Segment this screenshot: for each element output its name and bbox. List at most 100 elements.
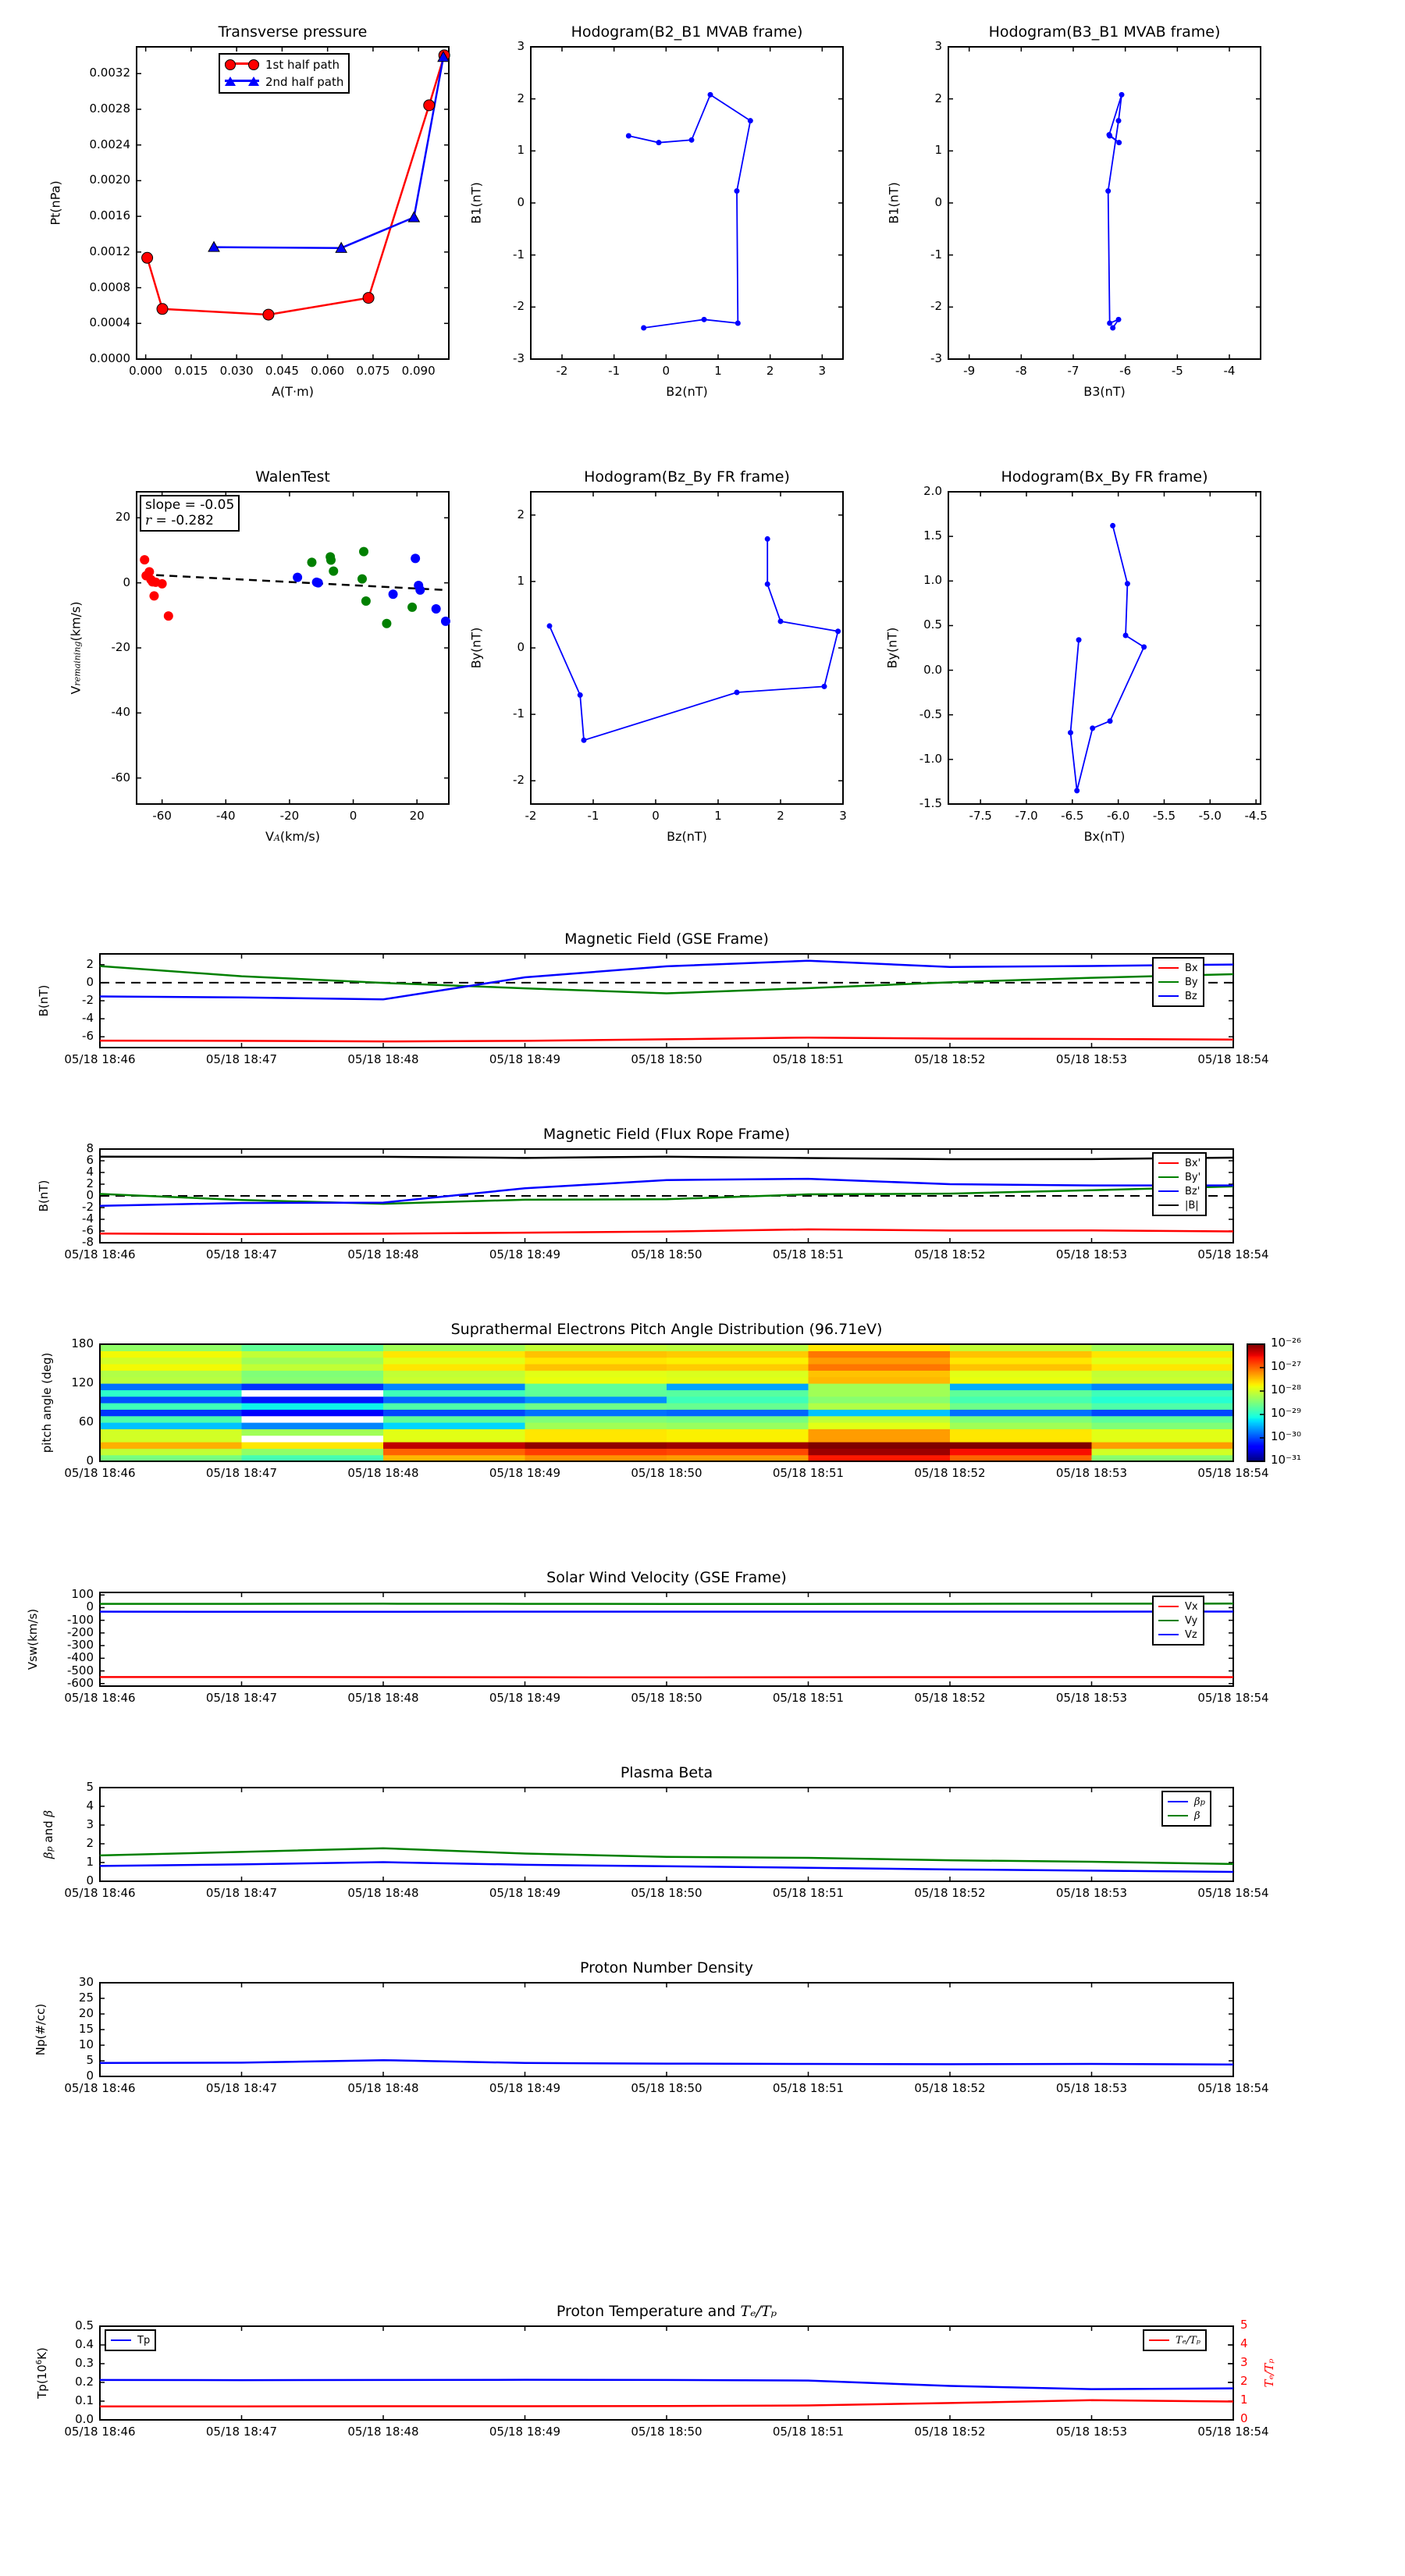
y-tick-label: 0: [86, 1873, 94, 1888]
y-tick-label: -1.0: [919, 751, 942, 766]
y-tick-label: 0: [86, 1453, 94, 1468]
x-tick-label: 05/18 18:49: [489, 1886, 561, 1900]
walen-test-ylabel: Vremaining(km/s): [68, 601, 84, 695]
y-tick-label: 8: [86, 1141, 94, 1155]
magnetic-field-gse-legend[interactable]: Bx By Bz: [1152, 957, 1204, 1007]
x-tick-label: 05/18 18:47: [205, 1886, 278, 1900]
legend-item: Vy: [1158, 1614, 1198, 1628]
y-tick-label: 0.5: [75, 2318, 94, 2332]
legend-item: Bz: [1158, 989, 1198, 1003]
hodogram-b3b1-title: Hodogram(B3_B1 MVAB frame): [988, 23, 1221, 41]
x-tick-label: 05/18 18:54: [1197, 1052, 1269, 1066]
y-tick-label: 3: [86, 1817, 94, 1831]
right-y-tick-label: 3: [1240, 2355, 1248, 2369]
legend-line-swatch: [1158, 1606, 1179, 1607]
legend-label: Bz: [1185, 990, 1197, 1002]
x-tick-label: 3: [839, 809, 847, 823]
magnetic-field-fr-title: Magnetic Field (Flux Rope Frame): [542, 1126, 791, 1143]
transverse-pressure-legend[interactable]: 1st half path 2nd half path: [219, 53, 350, 94]
x-tick-label: 05/18 18:48: [347, 1886, 419, 1900]
magnetic-field-fr-legend[interactable]: Bx' By' Bz' |B|: [1152, 1152, 1208, 1216]
y-tick-label: 0.0: [75, 2412, 94, 2426]
legend-item: Tₑ/Tₚ: [1149, 2333, 1200, 2347]
transverse-pressure-title: Transverse pressure: [218, 23, 368, 41]
x-tick-label: 05/18 18:51: [772, 2425, 845, 2439]
y-tick-label: 4: [86, 1165, 94, 1179]
y-tick-label: 0.4: [75, 2337, 94, 2351]
y-tick-label: 0: [123, 575, 130, 589]
y-tick-label: 1: [86, 1855, 94, 1869]
y-tick-label: 180: [71, 1336, 94, 1350]
legend-item: 1st half path: [225, 56, 343, 73]
y-tick-label: 0.5: [923, 617, 942, 632]
y-tick-label: 0.0: [923, 662, 942, 677]
hodogram-bzby-title: Hodogram(Bz_By FR frame): [584, 468, 790, 486]
x-tick-label: -4: [1223, 364, 1236, 378]
y-tick-label: 0: [517, 195, 525, 209]
legend-item: Vx: [1158, 1599, 1198, 1614]
proton-temperature-legend-right[interactable]: Tₑ/Tₚ: [1143, 2329, 1207, 2351]
x-tick-label: -7.0: [1015, 809, 1038, 823]
walen-stats-box: slope = -0.05 r = -0.282: [140, 495, 240, 532]
y-tick-label: 20: [115, 510, 130, 525]
walen-test-xlabel: VA(km/s): [265, 829, 320, 844]
x-tick-label: 05/18 18:54: [1197, 1247, 1269, 1261]
legend-item: Bx: [1158, 961, 1198, 975]
y-tick-label: 0.0016: [89, 208, 131, 223]
x-tick-label: 05/18 18:49: [489, 1691, 561, 1705]
legend-line-swatch: [1158, 1190, 1179, 1192]
x-tick-label: 0: [349, 809, 357, 823]
right-y-tick-label: 1: [1240, 2393, 1248, 2407]
x-tick-label: 0.075: [356, 364, 390, 378]
x-tick-label: -6.5: [1061, 809, 1084, 823]
x-tick-label: -8: [1015, 364, 1027, 378]
legend-label: βp: [1194, 1795, 1205, 1808]
x-tick-label: 05/18 18:53: [1055, 2081, 1128, 2095]
x-tick-label: 05/18 18:49: [489, 2425, 561, 2439]
y-tick-label: 0.0000: [89, 351, 131, 365]
y-tick-label: -3: [930, 351, 942, 365]
legend-line-swatch: [1149, 2339, 1169, 2341]
x-tick-label: 05/18 18:47: [205, 2081, 278, 2095]
solar-wind-velocity-legend[interactable]: Vx Vy Vz: [1152, 1596, 1204, 1646]
y-tick-label: -4: [82, 1011, 94, 1026]
y-tick-label: 2: [934, 91, 942, 105]
legend-line-swatch: [1158, 1634, 1179, 1635]
hodogram-bxby-xlabel: Bx(nT): [1083, 829, 1126, 844]
y-tick-label: 100: [71, 1587, 94, 1602]
x-tick-label: -6: [1119, 364, 1132, 378]
y-tick-label: 2.0: [923, 484, 942, 498]
x-tick-label: 05/18 18:53: [1055, 1052, 1128, 1066]
suprathermal-pad-ylabel: pitch angle (deg): [40, 1352, 54, 1453]
hodogram-b2b1-ylabel: B1(nT): [468, 182, 484, 224]
proton-temperature-legend-left[interactable]: Tp: [105, 2329, 157, 2351]
x-tick-label: 05/18 18:51: [772, 1466, 845, 1480]
y-tick-label: 0.0032: [89, 66, 131, 80]
y-tick-label: -2: [82, 1200, 94, 1214]
x-tick-label: 05/18 18:52: [914, 1052, 986, 1066]
y-tick-label: 0.0020: [89, 173, 131, 187]
x-tick-label: 05/18 18:52: [914, 1247, 986, 1261]
x-tick-label: 05/18 18:48: [347, 2425, 419, 2439]
y-tick-label: -40: [111, 705, 131, 720]
plasma-beta-legend[interactable]: βp β: [1161, 1791, 1211, 1827]
x-tick-label: 05/18 18:46: [64, 2081, 136, 2095]
y-tick-label: 0: [86, 974, 94, 989]
y-tick-label: 5: [86, 2053, 94, 2067]
x-tick-label: 05/18 18:52: [914, 1691, 986, 1705]
transverse-pressure-ylabel: Pt(nPa): [48, 180, 63, 226]
proton-temperature-right-ylabel: Tₑ/Tₚ: [1262, 2358, 1276, 2388]
walen-test-title: WalenTest: [255, 468, 330, 486]
x-tick-label: 0.015: [174, 364, 208, 378]
x-tick-label: 05/18 18:54: [1197, 1691, 1269, 1705]
y-tick-label: 1: [517, 573, 525, 588]
colorbar-tick-label: 10⁻³¹: [1271, 1453, 1302, 1467]
legend-line-swatch: [1168, 1815, 1188, 1816]
y-tick-label: -6: [82, 1223, 94, 1237]
y-tick-label: 120: [71, 1375, 94, 1389]
y-tick-label: -60: [111, 770, 131, 785]
x-tick-label: 05/18 18:52: [914, 2425, 986, 2439]
y-tick-label: 0: [86, 1599, 94, 1614]
transverse-pressure-xlabel: A(T·m): [272, 384, 314, 399]
colorbar-tick-label: 10⁻²⁷: [1271, 1359, 1302, 1373]
